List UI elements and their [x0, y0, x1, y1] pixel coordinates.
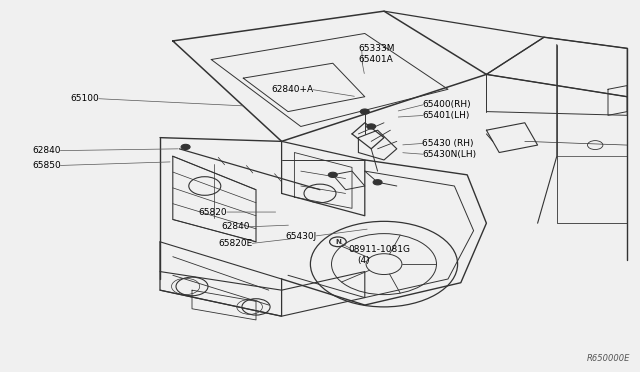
Text: 65820: 65820 [198, 208, 227, 217]
Text: 65333M: 65333M [358, 44, 395, 53]
Circle shape [181, 144, 190, 150]
Circle shape [328, 172, 337, 177]
Text: 08911-1081G: 08911-1081G [349, 245, 411, 254]
Text: 65430 (RH): 65430 (RH) [422, 139, 474, 148]
Text: 65401A: 65401A [358, 55, 393, 64]
Text: 65850: 65850 [32, 161, 61, 170]
Text: 65100: 65100 [70, 94, 99, 103]
Text: 65820E: 65820E [218, 239, 253, 248]
Text: 65430J: 65430J [285, 232, 317, 241]
Text: 65430N(LH): 65430N(LH) [422, 150, 477, 159]
Text: 65401(LH): 65401(LH) [422, 111, 470, 120]
Text: 62840: 62840 [221, 222, 250, 231]
Text: 62840: 62840 [32, 146, 61, 155]
Text: 65400(RH): 65400(RH) [422, 100, 471, 109]
Text: R650000E: R650000E [587, 354, 630, 363]
Text: (4): (4) [357, 256, 370, 265]
Circle shape [367, 124, 376, 129]
Circle shape [373, 180, 382, 185]
Text: N: N [335, 239, 341, 245]
Circle shape [360, 109, 369, 114]
Text: 62840+A: 62840+A [271, 85, 314, 94]
